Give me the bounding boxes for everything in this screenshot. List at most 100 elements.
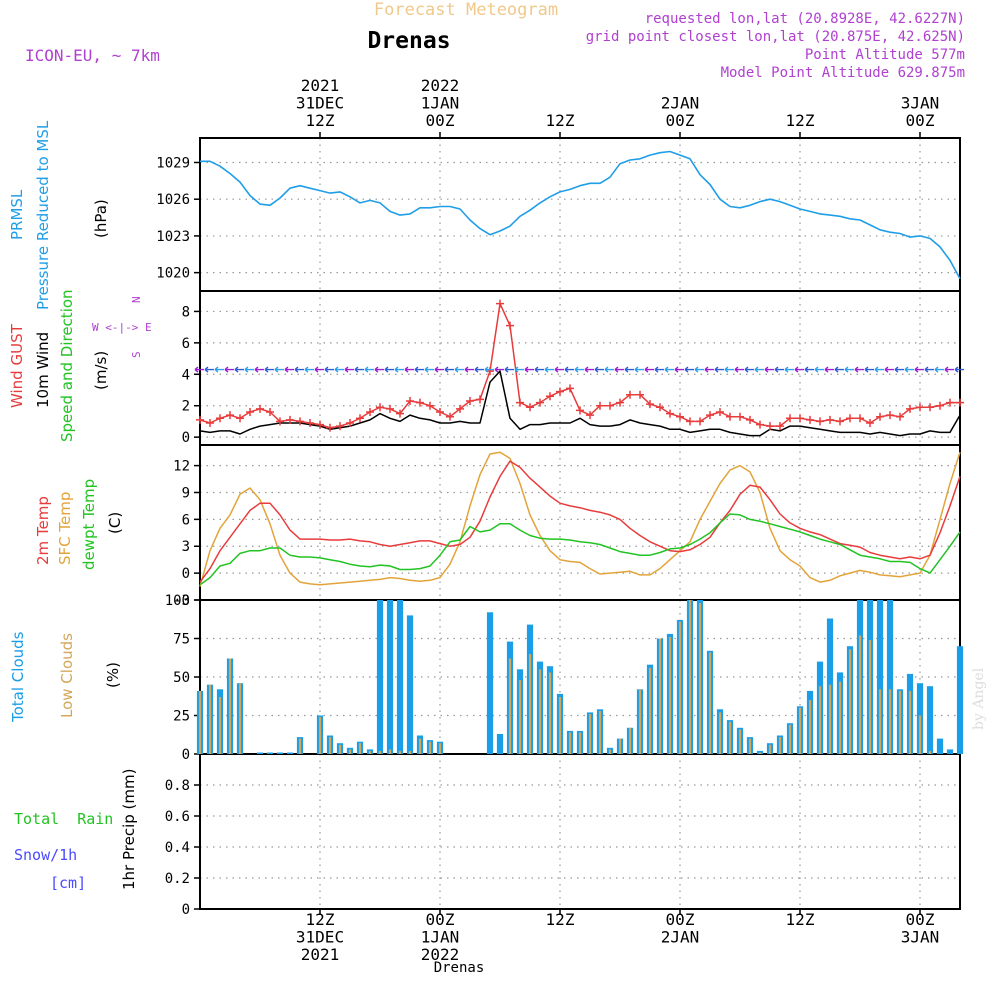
total-cloud-bar [926,686,934,754]
gust-marker [726,412,734,421]
wind-direction-arrow [704,366,714,373]
gust-marker [796,414,804,423]
location-title: Drenas [367,28,450,54]
wind-direction-arrow [294,366,304,373]
low-cloud-bar [698,603,702,754]
y-tick-label: 1020 [156,266,190,282]
gust-marker [436,408,444,416]
low-cloud-bar [598,710,602,754]
total-cloud-bar [256,752,264,754]
gust-marker [356,414,364,423]
wind-gust-label: Wind GUST [8,323,26,408]
wind-direction-arrow [234,366,244,373]
low-cloud-bar [408,750,412,754]
time-label-top: 00Z [906,111,935,130]
time-label-bottom: 31DEC [296,928,344,947]
panel-frame [199,137,961,292]
plot-layer: 1020 1023 1026 1029 0 2 4 6 8 -3 0 3 6 9 12 0 25 50 75 100 0… [156,76,964,964]
wind-unit-label: (m/s) [92,351,110,390]
gust-marker [786,414,794,423]
time-label-bottom: 2022 [421,945,460,964]
time-label-bottom: 00Z [666,910,695,929]
y-tick-label: 1029 [156,155,190,171]
low-cloud-bar [638,689,642,754]
wind-direction-arrow [354,366,364,373]
wind-direction-arrow [334,366,344,373]
gust-marker [946,398,954,407]
wind-direction-arrow [514,366,524,373]
panel-frame [199,753,961,910]
wind-speed-line [199,370,961,437]
gust-marker [406,397,414,405]
wind-direction-arrow [394,366,404,373]
compass-we: W <-|-> E [92,321,152,334]
gust-marker [876,412,884,421]
precip-axis-label: 1hr Precip (mm) [120,769,138,890]
low-cloud-bar [708,652,712,754]
wind-direction-arrow [494,366,504,373]
gust-marker [916,403,924,412]
low-cloud-bar [218,697,222,754]
compass-south: S [130,351,143,358]
wind-labels: Wind GUST 10m Wind Speed and Direction (… [8,289,152,442]
gust-marker [956,398,964,407]
low-cloud-bar [548,672,552,754]
temp-2m-label: 2m Temp [34,496,52,565]
wind-direction-arrow [364,366,374,373]
time-label-top: 00Z [426,111,455,130]
low-cloud-bar [628,727,632,754]
cloud-labels: Total Clouds Low Clouds (%) [9,631,122,723]
gust-marker [816,417,824,426]
y-tick-label: 0 [182,902,190,918]
total-cloud-bar [946,749,954,754]
low-cloud-bar [528,653,532,754]
low-cloud-bar [898,690,902,754]
wind-direction-arrow [794,366,804,373]
wind-direction-arrow [374,366,384,373]
gust-marker [326,423,334,432]
time-label-bottom: 12Z [786,910,815,929]
low-cloud-bar [728,721,732,754]
wind-direction-arrow [884,366,894,373]
time-label-top: 00Z [666,111,695,130]
y-tick-label: 0 [182,430,190,446]
total-cloud-bar [396,600,404,754]
gust-marker [846,414,854,423]
gust-marker [636,390,644,399]
gust-marker [676,412,684,421]
gust-marker [446,412,454,421]
low-cloud-bar [688,600,692,754]
wind-direction-arrow [624,366,634,373]
total-cloud-bar [886,600,894,754]
gust-marker [896,412,904,421]
wind-direction-arrow [934,366,944,373]
model-altitude: Model Point Altitude 629.875m [721,65,965,81]
low-cloud-bar [328,737,332,754]
wind-direction-arrow [424,366,434,373]
wind-direction-arrow [734,366,744,373]
wind-direction-arrow [284,366,294,373]
wind-direction-arrow [814,366,824,373]
wind-direction-arrow [654,366,664,373]
gust-marker [596,401,604,410]
gust-marker [256,404,264,413]
wind-direction-arrow [204,366,214,373]
wind-direction-arrow [744,366,754,373]
gust-marker [696,417,704,426]
y-tick-label: 100 [165,593,190,609]
total-rain-label: Total Rain [14,810,113,828]
wind-direction-arrow [584,366,594,373]
y-tick-label: 0 [182,747,190,763]
low-cloud-bar [798,707,802,754]
total-clouds-label: Total Clouds [9,631,27,723]
dewpt-line [199,513,961,586]
temp-sfc-label: SFC Temp [56,492,74,565]
low-cloud-bar [618,738,622,754]
credit-watermark: by Angel [971,667,987,730]
low-cloud-bar [678,621,682,754]
time-label-bottom: 12Z [306,910,335,929]
low-cloud-bar [388,749,392,754]
wind-direction-arrow [534,366,544,373]
time-label-top: 12Z [786,111,815,130]
wind-direction-arrow [474,366,484,373]
